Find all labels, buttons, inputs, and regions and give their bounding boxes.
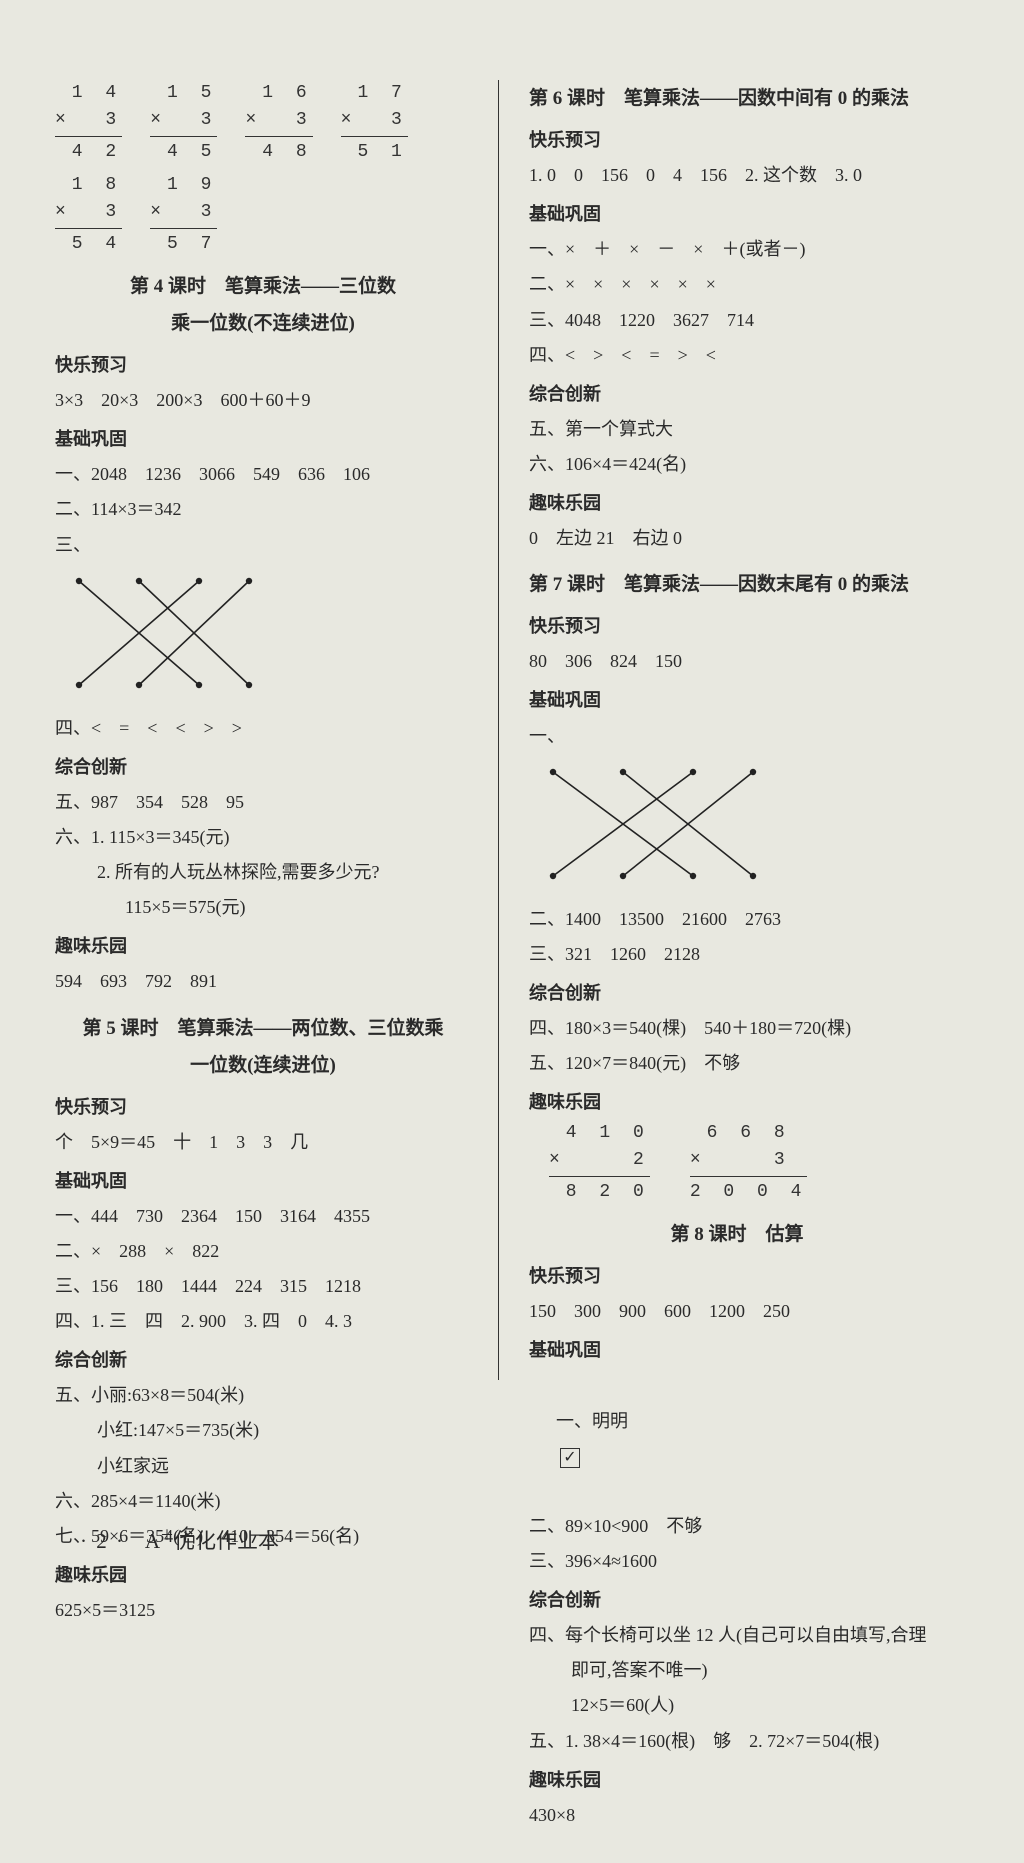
text-line: 80 306 824 150 [529,644,945,679]
vertical-multiplication: 1 7× 3 5 1 [341,80,408,166]
matching-diagram [533,758,763,888]
vertical-mult-row-3: 4 1 0× 2 8 2 0 6 6 8× 32 0 0 4 [549,1120,945,1206]
text-line: 四、180×3＝540(棵) 540＋180＝720(棵) [529,1011,945,1046]
text-line: 个 5×9＝45 十 1 3 3 几 [55,1125,471,1160]
section-heading: 基础巩固 [529,197,945,232]
text-line: 五、第一个算式大 [529,412,945,447]
section-heading: 综合创新 [55,1343,471,1378]
text-line: 五、小丽:63×8＝504(米) [55,1378,471,1413]
vertical-multiplication: 1 4× 3 4 2 [55,80,122,166]
section-heading: 基础巩固 [529,1333,945,1368]
text-line: 三、4048 1220 3627 714 [529,303,945,338]
superscript-plus: ＋ [160,1529,174,1544]
section-heading: 趣味乐园 [529,1085,945,1120]
vertical-multiplication: 1 6× 3 4 8 [245,80,312,166]
text-line: 五、120×7＝840(元) 不够 [529,1046,945,1081]
text-line: 二、89×10<900 不够 [529,1509,945,1544]
page-footer: · 2 · A＋优化作业本 [80,1525,279,1555]
text-line: 三、396×4≈1600 [529,1544,945,1579]
section-heading: 快乐预习 [529,1259,945,1294]
text-line: 小红:147×5＝735(米) [55,1413,471,1448]
column-divider [498,80,499,1380]
text-line: 四、< = < < > > [55,711,471,746]
lesson-5-title: 第 5 课时 笔算乘法——两位数、三位数乘 一位数(连续进位) [55,1010,471,1084]
lesson-8-title: 第 8 课时 估算 [529,1216,945,1253]
section-heading: 综合创新 [529,976,945,1011]
vertical-multiplication: 4 1 0× 2 8 2 0 [549,1120,650,1206]
text-line: 一、× ＋ × － × ＋(或者－) [529,232,945,267]
text-line: 150 300 900 600 1200 250 [529,1294,945,1329]
section-heading: 基础巩固 [55,422,471,457]
text-line: 3×3 20×3 200×3 600＋60＋9 [55,383,471,418]
section-heading: 综合创新 [529,1583,945,1618]
text-line: 四、1. 三 四 2. 900 3. 四 0 4. 3 [55,1304,471,1339]
section-heading: 快乐预习 [529,609,945,644]
text-line: 六、1. 115×3＝345(元) [55,820,471,855]
lesson-6-title: 第 6 课时 笔算乘法——因数中间有 0 的乘法 [529,80,945,117]
section-heading: 基础巩固 [55,1164,471,1199]
text-line: 一、2048 1236 3066 549 636 106 [55,457,471,492]
vertical-multiplication: 1 8× 3 5 4 [55,172,122,258]
lesson-5-title-line1: 第 5 课时 笔算乘法——两位数、三位数乘 [55,1010,471,1047]
text-line: 430×8 [529,1798,945,1833]
vertical-mult-row-1: 1 4× 3 4 2 1 5× 3 4 5 1 6× 3 4 8 1 7× 3 … [55,80,471,166]
text-line: 2. 所有的人玩丛林探险,需要多少元? [55,855,471,890]
book-title-prefix: A [145,1529,160,1553]
check-icon: ✓ [560,1448,580,1468]
text-line: 四、< > < = > < [529,338,945,373]
text-line: 三、321 1260 2128 [529,937,945,972]
section-heading: 趣味乐园 [55,1558,471,1593]
page-root: 1 4× 3 4 2 1 5× 3 4 5 1 6× 3 4 8 1 7× 3 … [0,0,1024,1863]
text-line: 六、106×4＝424(名) [529,447,945,482]
text-line: 一、明明 ✓ [529,1369,945,1509]
text-line: 115×5＝575(元) [55,890,471,925]
text-line: 二、× 288 × 822 [55,1234,471,1269]
text-line: 六、285×4＝1140(米) [55,1484,471,1519]
text-line: 625×5＝3125 [55,1593,471,1628]
text-line: 1. 0 0 156 0 4 156 2. 这个数 3. 0 [529,158,945,193]
text-line: 一、 [529,719,945,754]
book-title: 优化作业本 [174,1529,279,1553]
section-heading: 综合创新 [529,377,945,412]
text-line: 一、444 730 2364 150 3164 4355 [55,1199,471,1234]
text-line: 二、114×3＝342 [55,492,471,527]
page-number: · 2 · [80,1529,125,1553]
right-column: 第 6 课时 笔算乘法——因数中间有 0 的乘法 快乐预习 1. 0 0 156… [505,80,945,1833]
vertical-multiplication: 1 9× 3 5 7 [150,172,217,258]
text-line: 五、987 354 528 95 [55,785,471,820]
lesson-4-title: 第 4 课时 笔算乘法——三位数 乘一位数(不连续进位) [55,268,471,342]
lesson-5-title-line2: 一位数(连续进位) [55,1047,471,1084]
text-span: 一、明明 [556,1411,628,1431]
section-heading: 快乐预习 [55,1090,471,1125]
text-line: 即可,答案不唯一) [529,1653,945,1688]
section-heading: 趣味乐园 [529,1763,945,1798]
text-line: 小红家远 [55,1449,471,1484]
text-line: 0 左边 21 右边 0 [529,521,945,556]
section-heading: 快乐预习 [55,348,471,383]
vertical-mult-row-2: 1 8× 3 5 4 1 9× 3 5 7 [55,172,471,258]
text-line: 三、156 180 1444 224 315 1218 [55,1269,471,1304]
text-line: 五、1. 38×4＝160(根) 够 2. 72×7＝504(根) [529,1724,945,1759]
text-line: 594 693 792 891 [55,964,471,999]
text-line: 四、每个长椅可以坐 12 人(自己可以自由填写,合理 [529,1618,945,1653]
vertical-multiplication: 6 6 8× 32 0 0 4 [690,1120,808,1206]
section-heading: 趣味乐园 [55,929,471,964]
matching-diagram [59,567,259,697]
text-line: 12×5＝60(人) [529,1688,945,1723]
section-heading: 快乐预习 [529,123,945,158]
text-line: 二、1400 13500 21600 2763 [529,902,945,937]
vertical-multiplication: 1 5× 3 4 5 [150,80,217,166]
section-heading: 趣味乐园 [529,486,945,521]
lesson-4-title-line1: 第 4 课时 笔算乘法——三位数 [55,268,471,305]
text-line: 三、 [55,528,471,563]
lesson-4-title-line2: 乘一位数(不连续进位) [55,305,471,342]
left-column: 1 4× 3 4 2 1 5× 3 4 5 1 6× 3 4 8 1 7× 3 … [55,80,495,1833]
text-line: 二、× × × × × × [529,267,945,302]
section-heading: 基础巩固 [529,683,945,718]
lesson-7-title: 第 7 课时 笔算乘法——因数末尾有 0 的乘法 [529,566,945,603]
section-heading: 综合创新 [55,750,471,785]
